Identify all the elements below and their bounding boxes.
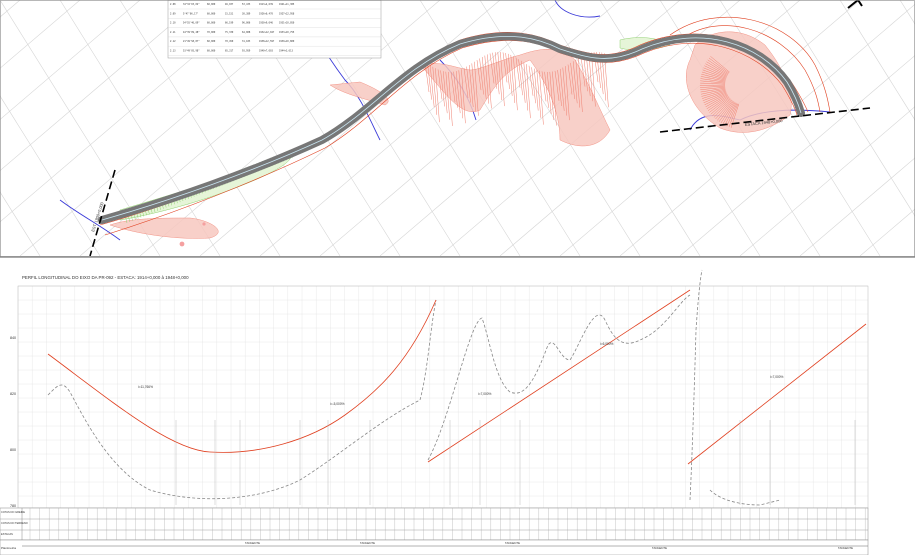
svg-text:800: 800 (10, 448, 16, 452)
curve-table-cell: 60,000 (207, 40, 216, 43)
curve-table-cell: 53°49'05,98" (183, 50, 200, 53)
svg-text:i=6,000%: i=6,000% (600, 342, 614, 346)
cut-hatch (424, 51, 740, 128)
svg-text:i=11,766%: i=11,766% (138, 385, 153, 389)
curve-table-cell: 66,199 (225, 22, 234, 25)
curve-table-cell: 1930+9,046 (259, 22, 273, 25)
curve-table-cell: 34°32'03,02" (183, 3, 200, 6)
road-axis (101, 35, 802, 221)
curve-table-cell: 1913+4,639 (259, 3, 273, 6)
svg-text:780: 780 (10, 504, 16, 508)
curve-table-cell: 15,151 (225, 12, 234, 15)
grade-lines (47, 289, 867, 465)
profile-grid (17, 285, 868, 508)
curve-table-cell: 75,330 (225, 31, 234, 34)
curve-table-cell: 21°49'58,87" (183, 40, 200, 43)
end-section-label: ESTACA 1948+0,000 (745, 118, 784, 127)
curve-table-cell: 1927+12,958 (279, 12, 295, 15)
curve-table-cell: 70,000 (207, 31, 216, 34)
curve-table-cell: 70,450 (225, 40, 234, 43)
curve-table-cell: 96,006 (242, 22, 251, 25)
svg-text:TANGENTE: TANGENTE (245, 541, 260, 545)
svg-text:COTAS DO GREIDE: COTAS DO GREIDE (1, 510, 25, 514)
svg-text:i=7,000%: i=7,000% (478, 392, 492, 396)
curve-table-cell: 2.08 (170, 3, 176, 6)
survey-marker (202, 222, 206, 226)
svg-text:ESTACAS: ESTACAS (1, 532, 13, 536)
north-arrow-icon (847, 0, 863, 9)
svg-text:i=-5,000%: i=-5,000% (330, 402, 345, 406)
curve-table-cell: 2.10 (170, 22, 176, 25)
curve-table: 2.08 34°32'03,02" 60,000 46,937 53,433 1913+4… (167, 0, 382, 59)
curve-table-cell: 44°39'09,48" (183, 31, 200, 34)
grade-annotations: i=11,766% i=-5,000% i=7,000% i=6,000% i=… (138, 342, 784, 406)
svg-text:TANGENTE: TANGENTE (360, 541, 375, 545)
svg-text:TANGENTE: TANGENTE (505, 541, 520, 545)
curve-table-cell: 2.12 (170, 40, 176, 43)
curve-table-cell: 5°47'06,17" (183, 12, 198, 15)
profile-data-bands: COTAS DO GREIDE COTAS DO TERRENO ESTACAS… (0, 507, 869, 555)
profile-title: PERFIL LONGITUDINAL DO EIXO DA PR-092 - … (22, 275, 189, 280)
curve-table-cell: 1931+10,050 (279, 22, 295, 25)
curve-table-cell: 64,008 (242, 31, 251, 34)
curve-table-cell: 65,317 (225, 50, 234, 53)
curve-table-cell: 2.09 (170, 12, 176, 15)
station-callouts (175, 420, 856, 505)
curve-table-cell: 60,000 (207, 22, 216, 25)
start-section-line (89, 169, 116, 256)
svg-text:TANGENTE: TANGENTE (838, 546, 853, 550)
curve-table-cell: 1933+10,755 (279, 31, 295, 34)
curve-table-cell: 1938+12,597 (259, 40, 275, 43)
curve-table-cell: 1939+10,800 (279, 40, 295, 43)
curve-table-cell: 53,433 (242, 3, 251, 6)
svg-text:COTAS DO TERRENO: COTAS DO TERRENO (1, 521, 28, 525)
curve-table-cell: 46,937 (225, 3, 234, 6)
survey-marker (179, 241, 185, 247)
curve-table-cell: 1926+0,470 (259, 12, 273, 15)
terrain-profile (47, 269, 781, 506)
elevation-labels: 840 820 800 780 (10, 336, 16, 508)
curve-table-cell: 30,389 (242, 12, 251, 15)
curve-table-cell: 1921+11,385 (279, 3, 295, 6)
curve-table-cell: 54°55'46,09" (183, 22, 200, 25)
svg-text:840: 840 (10, 336, 16, 340)
curve-table-cell: 1940+7,003 (259, 50, 273, 53)
curve-table-cell: 2.13 (170, 50, 176, 53)
curve-table-cell: 31,183 (242, 40, 251, 43)
curve-table-cell: 60,000 (207, 50, 216, 53)
planimetry-label: Planimetria (1, 546, 16, 550)
plan-grid (0, 0, 915, 256)
curve-table-cell: 60,000 (207, 3, 216, 6)
svg-text:i=7,000%: i=7,000% (770, 375, 784, 379)
curve-table-cell: 93,959 (242, 50, 251, 53)
curve-table-cell: 2.11 (170, 31, 176, 34)
curve-table-cell: 1932+12,047 (259, 31, 275, 34)
svg-text:820: 820 (10, 392, 16, 396)
svg-text:TANGENTE: TANGENTE (652, 546, 667, 550)
plan-view: EST. 1900+0,000 ESTACA 1948+0,000 2.08 34… (0, 0, 915, 256)
curve-table-cell: 60,000 (207, 12, 216, 15)
profile-view: PERFIL LONGITUDINAL DO EIXO DA PR-092 - … (0, 269, 869, 555)
curve-table-cell: 1944+3,613 (279, 50, 293, 53)
